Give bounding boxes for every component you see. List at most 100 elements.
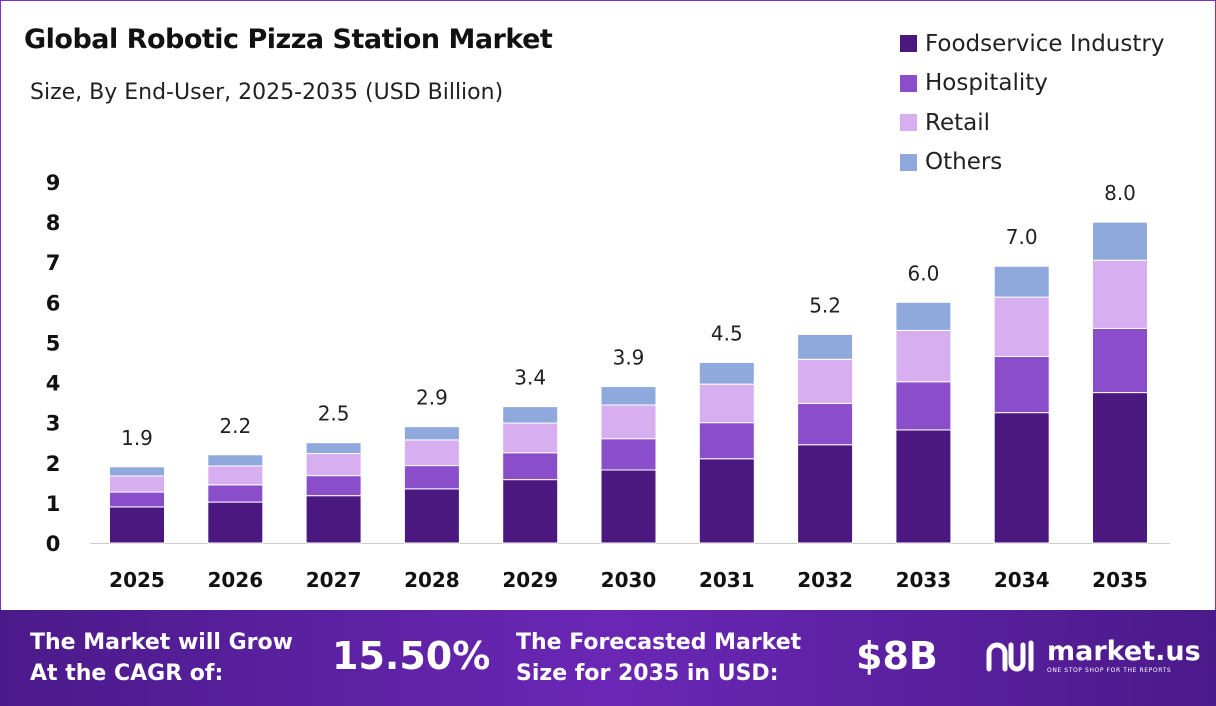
bar-segment-retail (600, 404, 657, 440)
bar-total-label: 2.5 (318, 402, 350, 426)
bar-segment-foodservice (993, 412, 1050, 544)
bar-segment-others (993, 265, 1050, 298)
x-tick-label: 2028 (404, 568, 460, 592)
y-tick-label: 1 (46, 492, 61, 516)
bar-segment-others (698, 362, 755, 385)
bar-segment-others (305, 442, 362, 455)
chart-subtitle: Size, By End-User, 2025-2035 (USD Billio… (30, 80, 504, 105)
y-tick-label: 7 (46, 251, 61, 275)
bar-total-label: 2.2 (219, 414, 251, 438)
y-tick-label: 8 (46, 211, 61, 235)
y-tick-label: 9 (46, 171, 61, 195)
bar-segment-foodservice (109, 506, 165, 544)
market-us-logo-icon (986, 640, 1034, 672)
bar-total-label: 1.9 (121, 426, 153, 450)
x-tick-label: 2029 (502, 568, 558, 592)
bar-segment-retail (1092, 259, 1148, 329)
legend-swatch-others (900, 153, 917, 171)
legend-item-hospitality: Hospitality (900, 64, 1164, 104)
bar-segment-hospitality (502, 452, 559, 481)
bar-total-label: 8.0 (1104, 181, 1136, 205)
y-tick-label: 3 (46, 412, 61, 436)
y-tick-label: 0 (46, 532, 61, 556)
cagr-text-line2: At the CAGR of: (30, 661, 224, 686)
legend-swatch-foodservice (900, 35, 917, 53)
brand-logo: market.us ONE STOP SHOP FOR THE REPORTS (985, 638, 1201, 674)
bar-segment-others (109, 466, 165, 477)
brand-tagline: ONE STOP SHOP FOR THE REPORTS (1047, 667, 1172, 674)
bar-total-label: 5.2 (809, 293, 841, 317)
bar-segment-hospitality (600, 438, 657, 471)
bar-segment-foodservice (895, 429, 952, 544)
y-tick-label: 4 (46, 372, 61, 396)
bar-total-label: 6.0 (907, 261, 939, 285)
bar-segment-others (403, 426, 460, 441)
y-tick-label: 2 (46, 452, 61, 476)
legend-swatch-retail (900, 114, 917, 132)
bar-segment-retail (698, 383, 755, 424)
bar-segment-others (1092, 221, 1148, 261)
x-tick-label: 2033 (896, 568, 952, 592)
bar-segment-retail (207, 465, 264, 486)
x-tick-label: 2031 (699, 568, 755, 592)
bar-segment-hospitality (109, 491, 165, 508)
x-tick-label: 2027 (306, 568, 362, 592)
bar-total-label: 3.9 (613, 346, 645, 370)
bar-total-label: 4.5 (711, 322, 743, 346)
bar-segment-foodservice (207, 501, 264, 544)
bar-total-label: 3.4 (514, 366, 546, 390)
bar-segment-others (895, 301, 952, 331)
bar-segment-others (600, 386, 657, 406)
bar-segment-others (797, 333, 854, 360)
bar-segment-foodservice (403, 488, 460, 544)
bar-segment-hospitality (895, 381, 952, 431)
bar-segment-hospitality (305, 475, 362, 497)
bar-segment-retail (109, 475, 165, 493)
y-tick-label: 6 (46, 291, 61, 315)
bar-segment-hospitality (207, 484, 264, 503)
bar-segment-retail (502, 422, 559, 454)
y-tick-label: 5 (46, 331, 61, 355)
x-tick-label: 2035 (1092, 568, 1148, 592)
bar-segment-foodservice (797, 444, 854, 544)
legend-item-retail: Retail (900, 103, 1164, 143)
bar-segment-others (502, 406, 559, 424)
bar-segment-foodservice (305, 495, 362, 544)
bar-segment-others (207, 454, 264, 467)
bar-total-label: 2.9 (416, 386, 448, 410)
legend: Foodservice Industry Hospitality Retail … (900, 24, 1164, 182)
bar-segment-retail (305, 453, 362, 477)
legend-label-others: Others (925, 149, 1003, 176)
legend-item-others: Others (900, 143, 1164, 183)
cagr-text-line1: The Market will Grow (30, 630, 293, 655)
stacked-bar-chart: 0 1 2 3 4 5 6 7 8 9 1.9 2025 2.2 2026 2.5 2027 2.9 2028 3.… (46, 171, 1170, 592)
bar-segment-hospitality (993, 355, 1050, 414)
summary-banner: The Market will Grow At the CAGR of: 15.… (0, 610, 1216, 706)
x-tick-label: 2034 (994, 568, 1050, 592)
legend-swatch-hospitality (900, 74, 917, 92)
forecast-text-line2: Size for 2035 in USD: (516, 661, 779, 686)
bar-segment-retail (403, 439, 460, 467)
bar-total-label: 7.0 (1006, 225, 1038, 249)
bar-segment-foodservice (698, 458, 755, 544)
bar-segment-foodservice (1092, 392, 1148, 544)
bar-segment-retail (797, 358, 854, 404)
bar-segment-foodservice (502, 479, 559, 544)
legend-item-foodservice: Foodservice Industry (900, 24, 1164, 64)
x-tick-label: 2025 (109, 568, 165, 592)
bar-segment-hospitality (1092, 327, 1148, 394)
forecast-text-line1: The Forecasted Market (516, 630, 802, 655)
x-tick-label: 2032 (797, 568, 853, 592)
cagr-text: The Market will Grow At the CAGR of: (30, 627, 293, 689)
x-tick-label: 2026 (207, 568, 263, 592)
legend-label-foodservice: Foodservice Industry (925, 30, 1165, 57)
forecast-value: $8B (856, 634, 938, 678)
x-tick-label: 2030 (601, 568, 657, 592)
bar-segment-hospitality (698, 422, 755, 460)
bar-segment-retail (895, 329, 952, 383)
legend-label-retail: Retail (925, 109, 990, 136)
brand-name: market.us (1047, 636, 1201, 667)
legend-label-hospitality: Hospitality (925, 70, 1048, 97)
bar-segment-foodservice (600, 469, 657, 544)
cagr-value: 15.50% (332, 634, 491, 678)
